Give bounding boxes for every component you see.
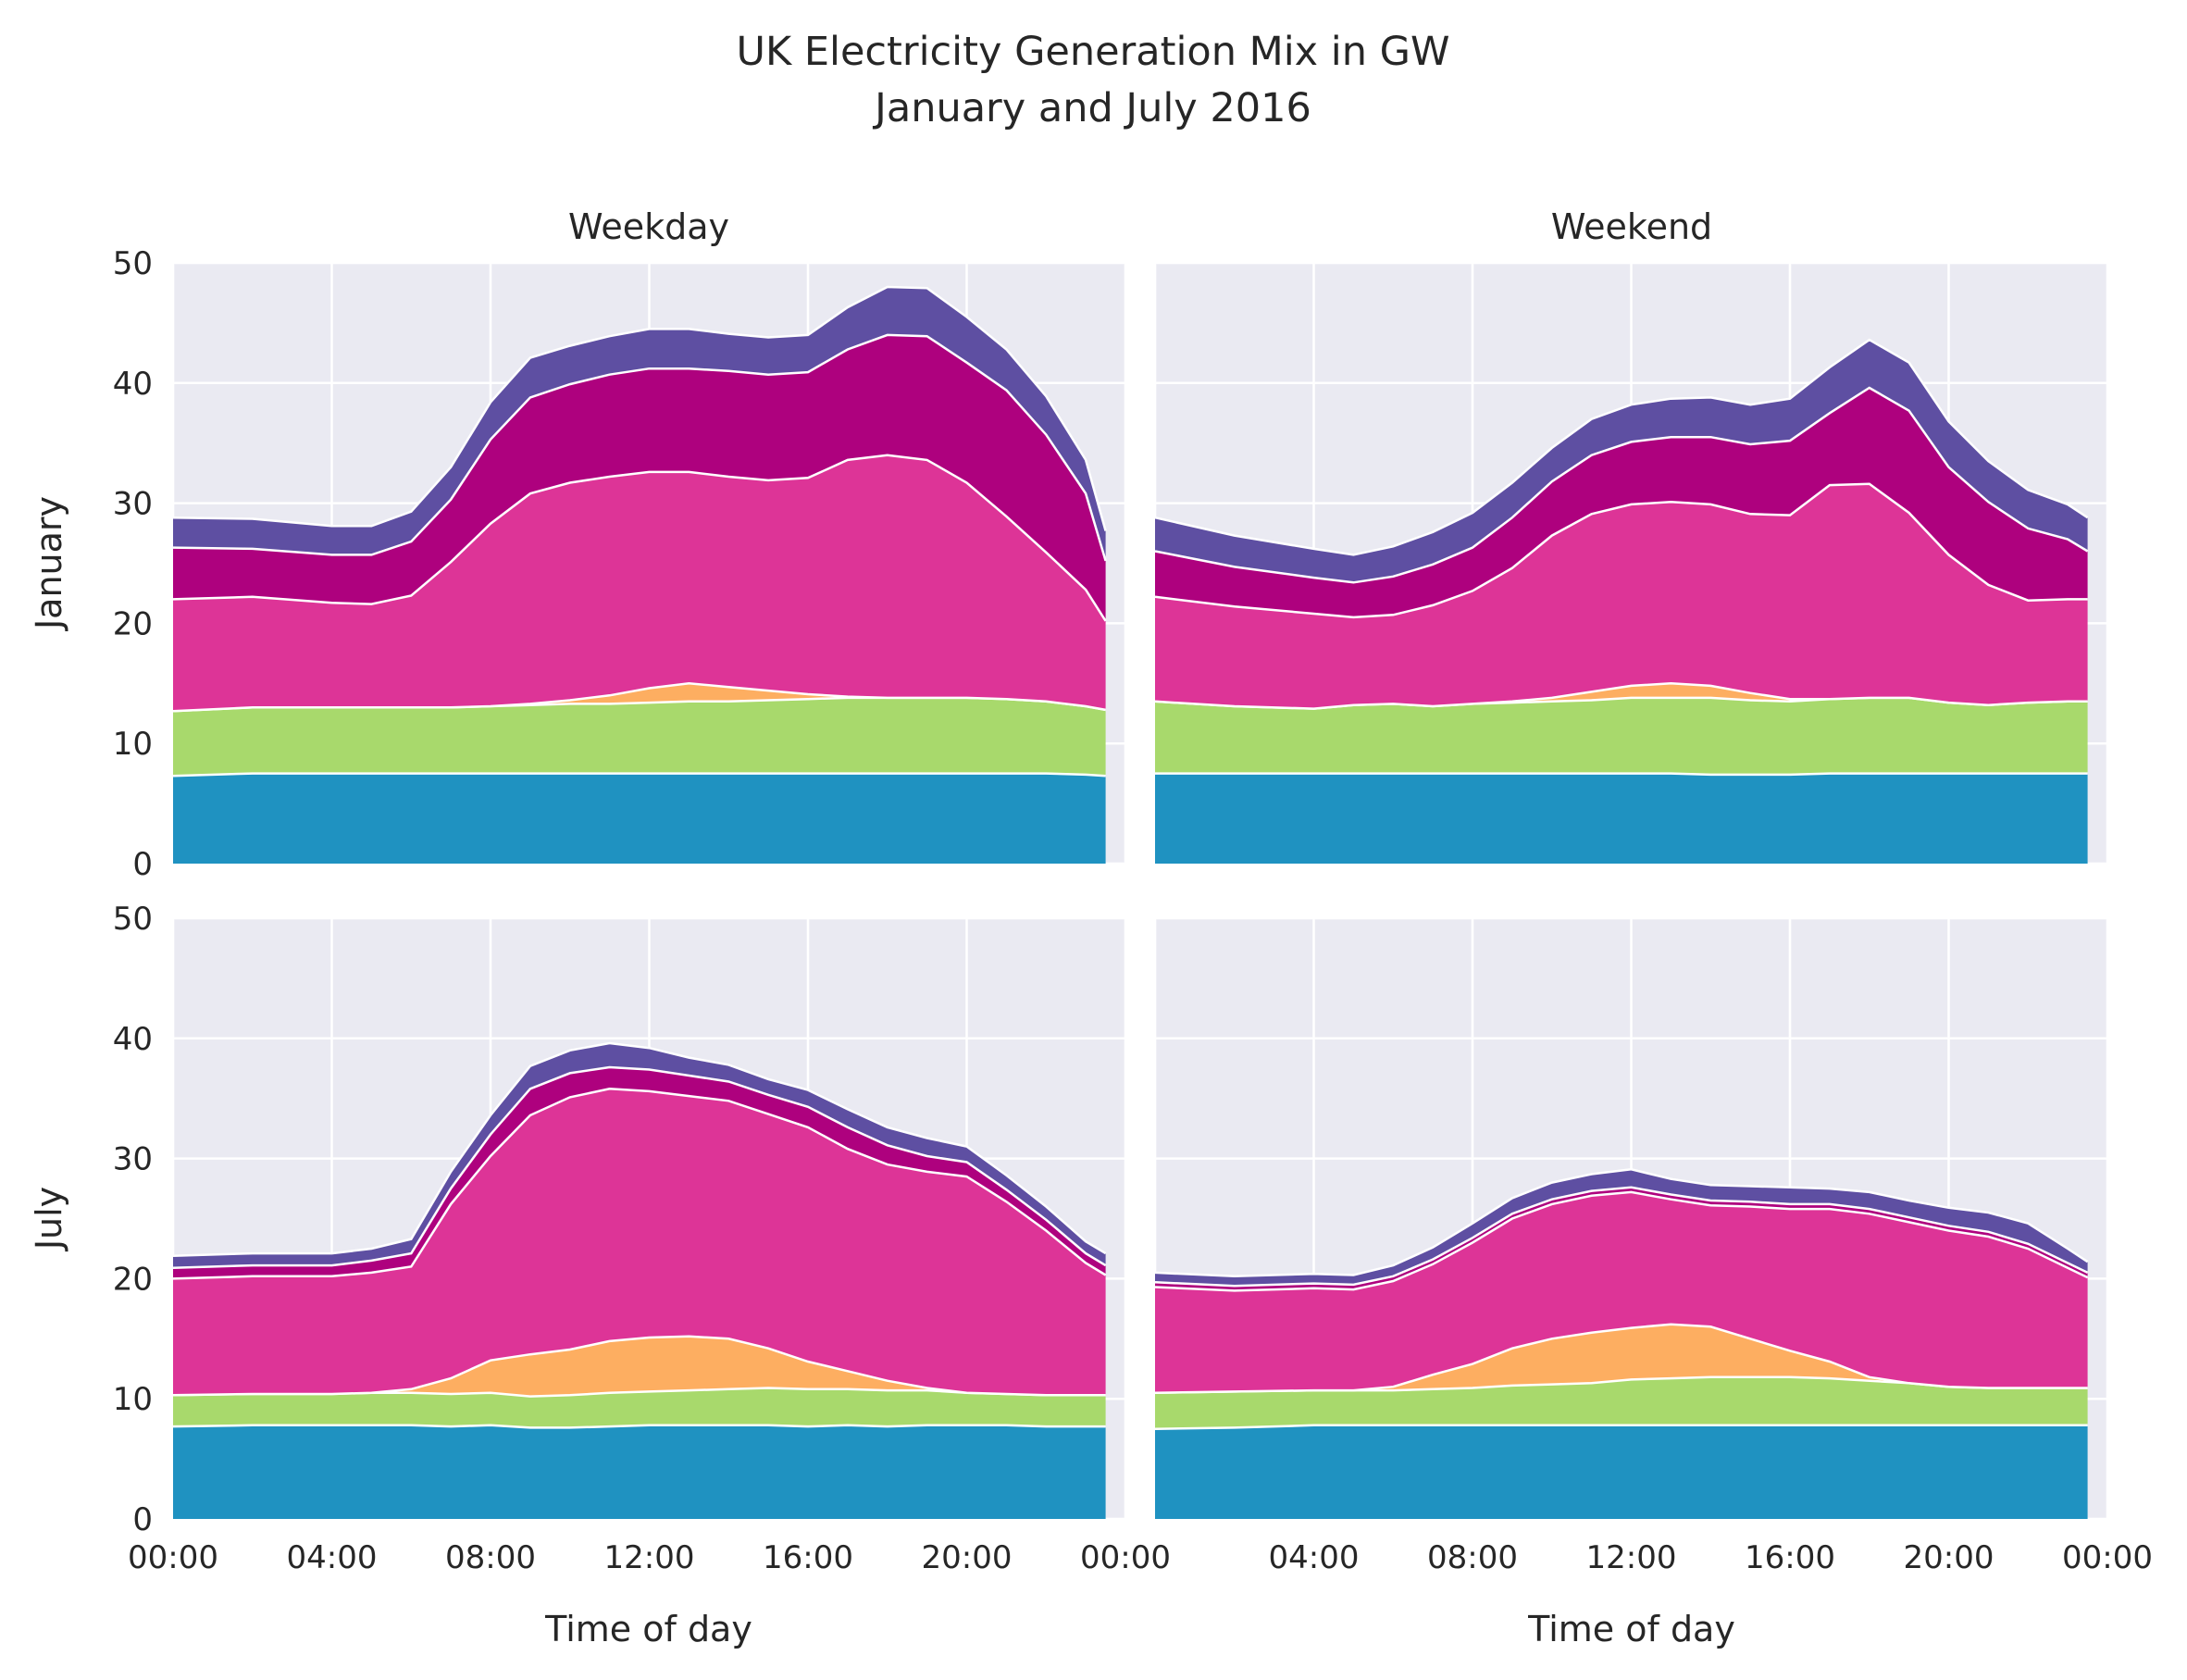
area-boundary-4: [1154, 1323, 2088, 1394]
area-series-6: [1155, 1169, 2088, 1287]
area-boundary-4: [1154, 682, 2088, 710]
area-top-outline: [1154, 1168, 2089, 1278]
area-series-3: [1155, 683, 2088, 709]
area-boundary-6: [172, 1065, 1107, 1269]
area-series-2: [173, 697, 1106, 777]
area-series-1: [1155, 1425, 2088, 1519]
x-tick-label: 16:00: [763, 1539, 853, 1576]
panel-january-weekday: 0 10 20 30 40 50: [113, 245, 1127, 883]
area-top-outline: [172, 1041, 1107, 1257]
col-title-weekend: Weekend: [1551, 206, 1712, 247]
y-tick-label: 10: [113, 1381, 153, 1418]
x-tick-label: 00:00: [2062, 1539, 2153, 1576]
area-series-4: [1155, 1191, 2088, 1393]
y-tick-label: 20: [113, 1261, 153, 1298]
y-tick-label: 30: [113, 1141, 153, 1178]
area-boundary-4: [172, 1335, 1106, 1397]
y-tick-label: 0: [132, 846, 153, 883]
x-tick-label: 20:00: [1904, 1539, 1994, 1576]
area-series-3: [1155, 1324, 2088, 1393]
y-tick-label: 50: [113, 245, 153, 282]
area-boundary-6: [172, 333, 1107, 562]
panel-july-weekday: 0 10 20 30 40 50 00:00 04:00 08:00 12:00 16:00 20:0…: [113, 901, 1171, 1576]
area-boundary-5: [172, 1088, 1107, 1280]
area-series-2: [173, 1388, 1106, 1428]
area-boundary-5: [172, 454, 1107, 622]
row-label-january: January: [29, 496, 69, 631]
x-axis-label-weekend: Time of day: [1527, 1609, 1735, 1649]
y-tick-label: 0: [132, 1501, 153, 1538]
area-series-3: [173, 1336, 1106, 1397]
area-series-1: [173, 1425, 1106, 1519]
x-tick-label: 20:00: [922, 1539, 1013, 1576]
area-boundary-5: [1154, 1190, 2089, 1292]
area-boundary-6: [1154, 386, 2089, 584]
panels: 0 10 20 30 40 50 0 10 20 30 40 50 00:00 04:00 08:00 12:…: [113, 245, 2153, 1576]
area-top-outline: [1154, 338, 2089, 556]
area-series-1: [1155, 773, 2088, 864]
y-tick-label: 50: [113, 901, 153, 938]
area-boundary-2: [1154, 1424, 2088, 1430]
area-series-6: [1155, 340, 2088, 583]
area-series-4: [173, 1089, 1106, 1396]
chart-title-line-1: UK Electricity Generation Mix in GW: [736, 29, 1449, 75]
y-tick-label: 20: [113, 605, 153, 642]
area-series-2: [1155, 697, 2088, 775]
area-boundary-6: [1154, 1186, 2089, 1288]
panel-january-weekend: [1153, 261, 2109, 865]
area-boundary-2: [172, 772, 1106, 778]
area-series-3: [173, 683, 1106, 712]
x-tick-label: 12:00: [1586, 1539, 1677, 1576]
x-axis-label-weekday: Time of day: [544, 1609, 752, 1649]
area-series-4: [1155, 483, 2088, 709]
x-tick-label: 08:00: [445, 1539, 536, 1576]
area-boundary-5: [1154, 482, 2088, 619]
area-series-4: [173, 454, 1106, 712]
area-series-6: [173, 287, 1106, 561]
area-series-2: [1155, 1376, 2088, 1429]
area-boundary-2: [172, 1424, 1106, 1429]
area-boundary-2: [1155, 772, 2088, 777]
row-label-july: July: [29, 1187, 69, 1251]
x-tick-label: 00:00: [128, 1539, 218, 1576]
x-tick-label: 04:00: [1269, 1539, 1360, 1576]
x-tick-label: 08:00: [1427, 1539, 1518, 1576]
area-series-5: [1155, 388, 2088, 617]
x-tick-label: 04:00: [287, 1539, 378, 1576]
col-title-weekday: Weekday: [568, 206, 729, 247]
y-tick-label: 30: [113, 486, 153, 523]
chart-title-line-2: January and July 2016: [872, 85, 1311, 131]
y-tick-label: 40: [113, 1021, 153, 1058]
x-tick-label: 12:00: [604, 1539, 695, 1576]
area-series-5: [173, 334, 1106, 621]
area-series-1: [173, 773, 1106, 864]
panel-july-weekend: 04:00 08:00 12:00 16:00 20:00 00:00: [1153, 916, 2153, 1576]
y-tick-label: 40: [113, 366, 153, 403]
y-tick-label: 10: [113, 726, 153, 763]
x-tick-label: 16:00: [1745, 1539, 1835, 1576]
area-top-outline: [172, 285, 1107, 531]
area-boundary-4: [172, 682, 1106, 713]
x-tick-label: 00:00: [1080, 1539, 1171, 1576]
